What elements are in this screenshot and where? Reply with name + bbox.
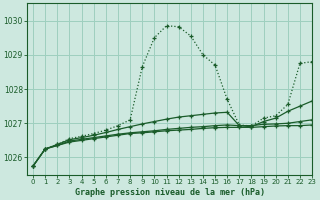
X-axis label: Graphe pression niveau de la mer (hPa): Graphe pression niveau de la mer (hPa) — [75, 188, 265, 197]
